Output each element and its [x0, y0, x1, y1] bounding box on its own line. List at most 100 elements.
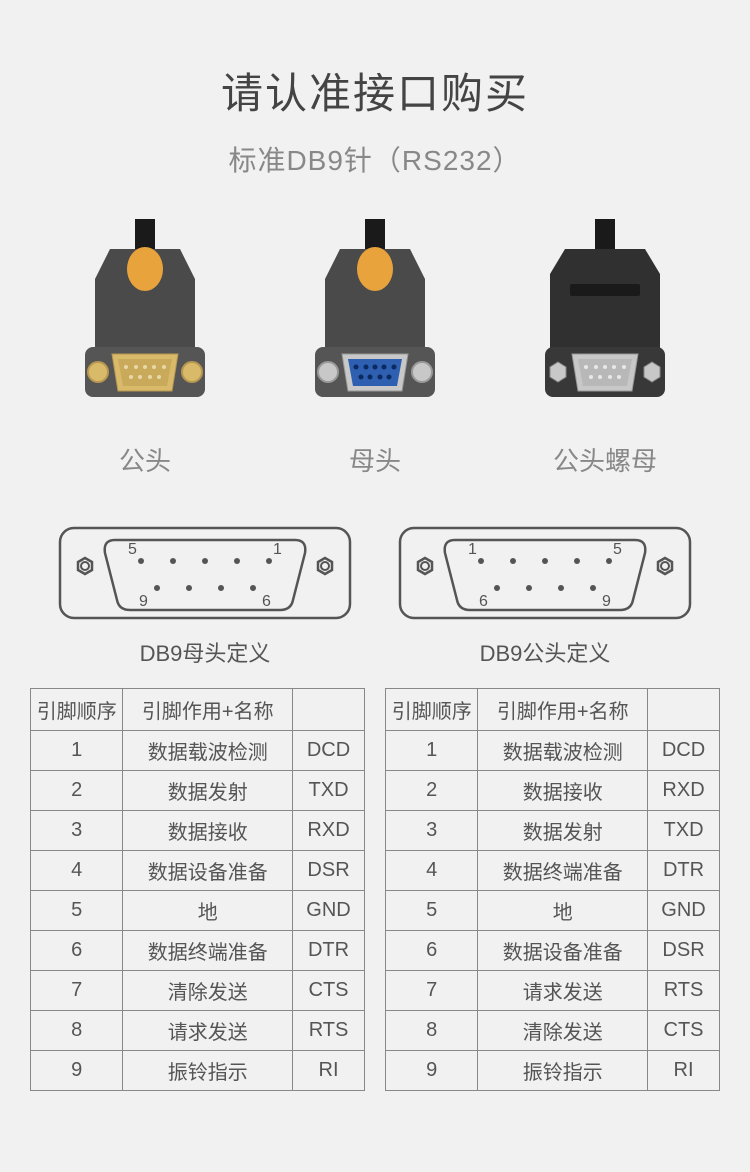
cell-pin: 5: [386, 891, 478, 931]
cell-pin: 8: [386, 1011, 478, 1051]
th-abbr: [293, 689, 365, 731]
connector-female-image: [285, 209, 465, 429]
cell-abbr: DCD: [293, 731, 365, 771]
table-row: 5地GND: [31, 891, 365, 931]
cell-pin: 2: [31, 771, 123, 811]
connector-male-nut-image: [515, 209, 695, 429]
cell-abbr: DSR: [648, 931, 720, 971]
cell-pin: 2: [386, 771, 478, 811]
cell-desc: 请求发送: [478, 971, 648, 1011]
db9-female-diagram: 5 1 9 6: [55, 518, 355, 628]
cell-pin: 3: [31, 811, 123, 851]
female-pin-table: 引脚顺序 引脚作用+名称 1数据载波检测DCD 2数据发射TXD 3数据接收RX…: [30, 688, 365, 1091]
cell-pin: 8: [31, 1011, 123, 1051]
cell-desc: 数据终端准备: [478, 851, 648, 891]
cell-desc: 数据设备准备: [123, 851, 293, 891]
th-pin: 引脚顺序: [386, 689, 478, 731]
cell-pin: 7: [31, 971, 123, 1011]
cell-abbr: DCD: [648, 731, 720, 771]
connector-male-nut-label: 公头螺母: [553, 441, 657, 478]
diagram-male-label: DB9公头定义: [480, 636, 611, 668]
cell-abbr: DSR: [293, 851, 365, 891]
cell-pin: 4: [31, 851, 123, 891]
table-row: 1数据载波检测DCD: [386, 731, 720, 771]
cell-abbr: CTS: [293, 971, 365, 1011]
cell-desc: 振铃指示: [478, 1051, 648, 1091]
table-row: 8清除发送CTS: [386, 1011, 720, 1051]
table-row: 7请求发送RTS: [386, 971, 720, 1011]
cell-abbr: RXD: [293, 811, 365, 851]
page-title: 请认准接口购买: [0, 0, 750, 121]
cell-desc: 地: [478, 891, 648, 931]
table-row: 3数据发射TXD: [386, 811, 720, 851]
th-pin: 引脚顺序: [31, 689, 123, 731]
cell-abbr: GND: [648, 891, 720, 931]
cell-pin: 1: [31, 731, 123, 771]
table-row: 1数据载波检测DCD: [31, 731, 365, 771]
table-row: 5地GND: [386, 891, 720, 931]
cell-pin: 6: [31, 931, 123, 971]
table-row: 3数据接收RXD: [31, 811, 365, 851]
cell-desc: 数据终端准备: [123, 931, 293, 971]
th-desc: 引脚作用+名称: [123, 689, 293, 731]
table-row: 4数据设备准备DSR: [31, 851, 365, 891]
table-row: 9振铃指示RI: [386, 1051, 720, 1091]
connector-male-nut: 公头螺母: [495, 209, 715, 478]
db9-male-diagram: 1 5 6 9: [395, 518, 695, 628]
table-row: 6数据终端准备DTR: [31, 931, 365, 971]
connector-female: 母头: [265, 209, 485, 478]
cell-desc: 数据载波检测: [478, 731, 648, 771]
tables-row: 引脚顺序 引脚作用+名称 1数据载波检测DCD 2数据发射TXD 3数据接收RX…: [0, 688, 750, 1091]
male-pin-table: 引脚顺序 引脚作用+名称 1数据载波检测DCD 2数据接收RXD 3数据发射TX…: [385, 688, 720, 1091]
cell-desc: 数据接收: [123, 811, 293, 851]
cell-abbr: DTR: [293, 931, 365, 971]
table-row: 7清除发送CTS: [31, 971, 365, 1011]
diagram-male: 1 5 6 9 DB9公头定义: [380, 518, 710, 668]
th-desc: 引脚作用+名称: [478, 689, 648, 731]
connector-male-image: [55, 209, 235, 429]
cell-abbr: RTS: [648, 971, 720, 1011]
cell-pin: 5: [31, 891, 123, 931]
table-row: 2数据发射TXD: [31, 771, 365, 811]
svg-text:5: 5: [128, 541, 137, 558]
cell-abbr: RI: [293, 1051, 365, 1091]
diagram-row: 5 1 9 6 DB9母头定义 1 5 6 9: [0, 518, 750, 668]
svg-text:9: 9: [139, 593, 148, 610]
diagram-female-label: DB9母头定义: [140, 636, 271, 668]
svg-text:5: 5: [613, 541, 622, 558]
table-row: 9振铃指示RI: [31, 1051, 365, 1091]
svg-text:6: 6: [479, 593, 488, 610]
svg-text:6: 6: [262, 593, 271, 610]
cell-desc: 振铃指示: [123, 1051, 293, 1091]
cell-desc: 请求发送: [123, 1011, 293, 1051]
cell-abbr: RTS: [293, 1011, 365, 1051]
connector-male: 公头: [35, 209, 255, 478]
cell-pin: 4: [386, 851, 478, 891]
cell-abbr: DTR: [648, 851, 720, 891]
cell-abbr: RI: [648, 1051, 720, 1091]
cell-pin: 9: [386, 1051, 478, 1091]
cell-desc: 地: [123, 891, 293, 931]
table-row: 4数据终端准备DTR: [386, 851, 720, 891]
cell-abbr: GND: [293, 891, 365, 931]
connector-row: 公头 母头: [0, 209, 750, 478]
cell-abbr: CTS: [648, 1011, 720, 1051]
connector-female-label: 母头: [349, 441, 401, 478]
cell-desc: 数据发射: [478, 811, 648, 851]
cell-desc: 数据发射: [123, 771, 293, 811]
cell-desc: 清除发送: [123, 971, 293, 1011]
cell-desc: 数据载波检测: [123, 731, 293, 771]
table-row: 6数据设备准备DSR: [386, 931, 720, 971]
cell-pin: 3: [386, 811, 478, 851]
cell-desc: 数据设备准备: [478, 931, 648, 971]
cell-abbr: TXD: [293, 771, 365, 811]
table-header-row: 引脚顺序 引脚作用+名称: [31, 689, 365, 731]
connector-male-label: 公头: [119, 441, 171, 478]
cell-pin: 1: [386, 731, 478, 771]
cell-pin: 9: [31, 1051, 123, 1091]
table-row: 2数据接收RXD: [386, 771, 720, 811]
cell-abbr: RXD: [648, 771, 720, 811]
svg-text:1: 1: [468, 541, 477, 558]
page-subtitle: 标准DB9针（RS232）: [0, 121, 750, 179]
svg-text:1: 1: [273, 541, 282, 558]
